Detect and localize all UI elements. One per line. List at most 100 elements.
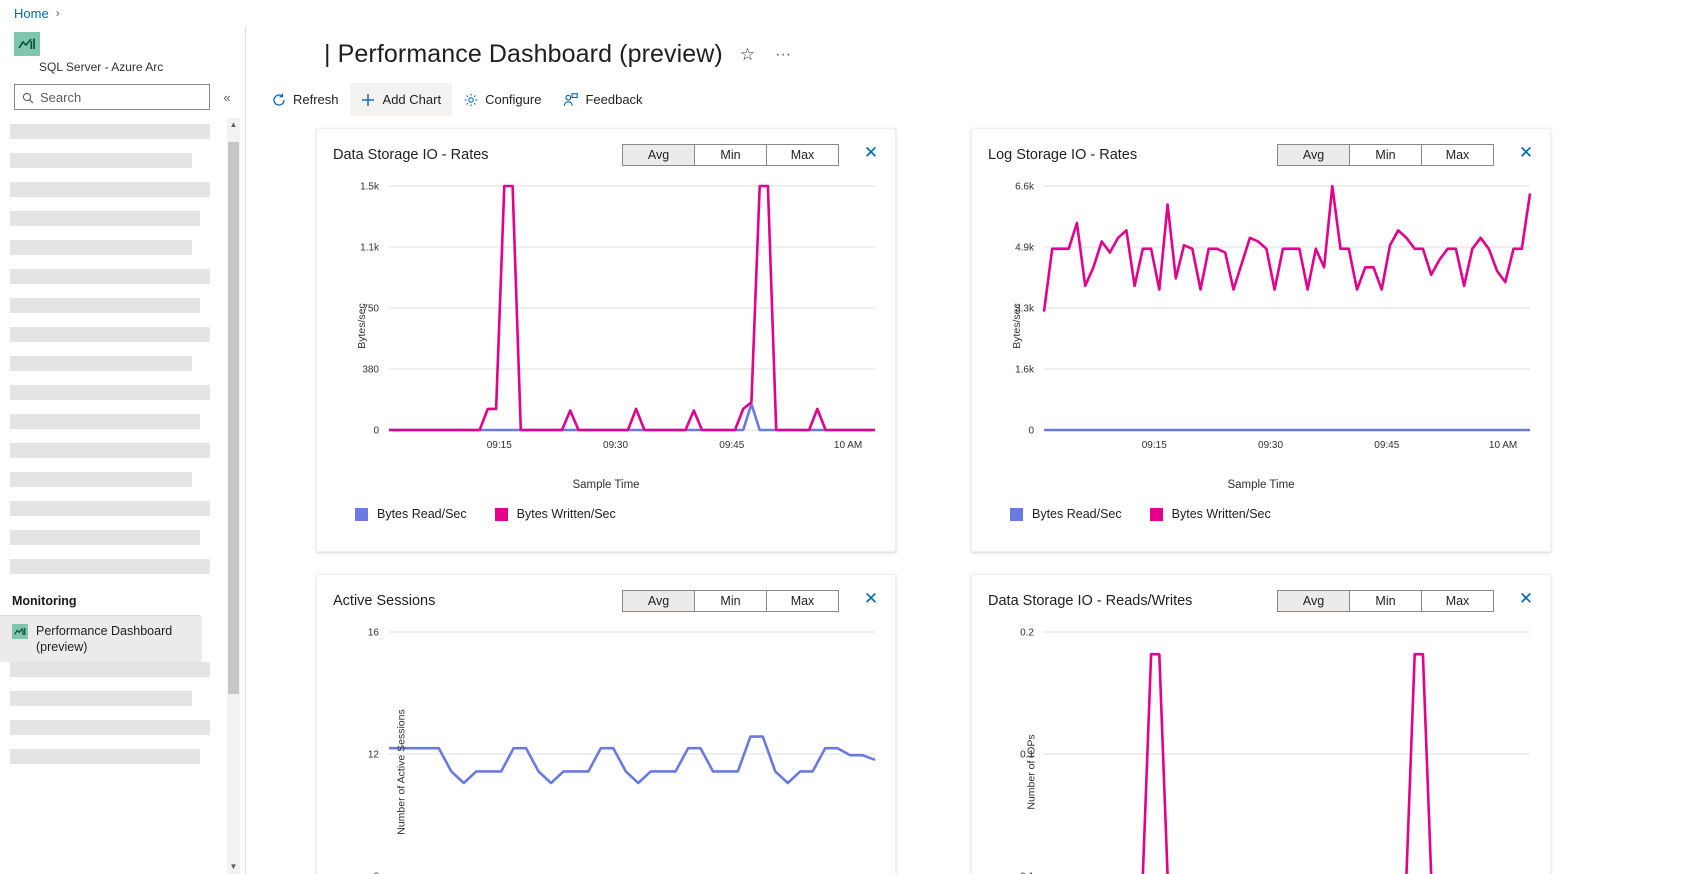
chart-title: Data Storage IO - Reads/Writes — [988, 592, 1193, 609]
performance-chart-icon — [14, 32, 40, 57]
breadcrumb: Home › — [0, 0, 1708, 26]
list-item-placeholder — [10, 691, 192, 707]
aggregation-max-button[interactable]: Max — [1421, 143, 1494, 166]
aggregation-max-button[interactable]: Max — [1421, 589, 1494, 612]
legend-item[interactable]: Bytes Read/Sec — [1010, 507, 1122, 521]
chart-title: Data Storage IO - Rates — [333, 146, 489, 163]
aggregation-min-button[interactable]: Min — [1349, 589, 1422, 612]
y-axis-tick-label: 4.9k — [1015, 243, 1035, 254]
legend-label: Bytes Written/Sec — [516, 507, 616, 522]
chart-legend: Bytes Read/Sec Bytes Written/Sec — [333, 507, 879, 521]
aggregation-max-button[interactable]: Max — [766, 589, 839, 612]
breadcrumb-separator-icon: › — [55, 6, 60, 21]
aggregation-avg-button[interactable]: Avg — [1277, 589, 1350, 612]
list-item-placeholder — [10, 182, 210, 198]
aggregation-min-button[interactable]: Min — [694, 589, 767, 612]
configure-button[interactable]: Configure — [452, 83, 552, 116]
chart-svg: 8 12 16 — [368, 628, 876, 874]
title-row: | Performance Dashboard (preview) ☆ ··· — [324, 40, 1708, 69]
aggregation-min-button[interactable]: Min — [694, 143, 767, 166]
legend-item[interactable]: Bytes Read/Sec — [355, 507, 467, 521]
legend-item[interactable]: Bytes Written/Sec — [494, 507, 616, 522]
chart-plot-area: 0 1.6k 3.3k 4.9k 6.6k 09:15 09:30 09:45 10 AM Byt… — [988, 176, 1534, 476]
legend-color-swatch — [1149, 507, 1163, 521]
star-icon[interactable]: ☆ — [737, 44, 758, 65]
x-axis-tick-label: 09:30 — [603, 440, 628, 451]
close-icon[interactable]: ✕ — [861, 589, 881, 609]
sidebar-menu-list: Monitoring Performance Dashboard (previe… — [0, 124, 246, 765]
chart-series-line — [1141, 653, 1433, 874]
feedback-person-icon — [563, 92, 579, 107]
chart-svg: 0.1 0.1 0.2 — [1020, 628, 1530, 874]
y-axis-tick-label: 0.1 — [1020, 750, 1034, 761]
chart-legend: Bytes Read/Sec Bytes Written/Sec — [988, 507, 1534, 521]
chart-plot-area: 8 12 16 Number of Active Sessions — [333, 622, 879, 874]
list-item-placeholder — [10, 269, 210, 285]
list-item-placeholder — [10, 298, 200, 314]
chart-svg: 0 380 750 1.1k 1.5k 09:15 09:30 09:45 10 AM — [360, 182, 875, 451]
x-axis-tick-label: 09:15 — [1142, 440, 1167, 451]
resource-sidebar: SQL Server - Azure Arc « — [0, 26, 246, 874]
y-axis-title: Bytes/sec — [355, 303, 368, 349]
sidebar-item-performance-dashboard[interactable]: Performance Dashboard (preview) — [0, 616, 202, 663]
y-axis-tick-label: 0 — [373, 426, 379, 437]
list-item-placeholder — [10, 414, 200, 430]
aggregation-avg-button[interactable]: Avg — [622, 143, 695, 166]
legend-label: Bytes Read/Sec — [1032, 507, 1122, 522]
refresh-icon — [271, 92, 286, 107]
aggregation-toggle-group: Avg Min Max — [1277, 589, 1494, 612]
search-box[interactable] — [14, 84, 210, 111]
y-axis-tick-label: 1.1k — [360, 243, 380, 254]
aggregation-avg-button[interactable]: Avg — [1277, 143, 1350, 166]
aggregation-toggle-group: Avg Min Max — [622, 589, 839, 612]
close-icon[interactable]: ✕ — [861, 143, 881, 163]
search-input[interactable] — [15, 85, 209, 110]
y-axis-tick-label: 750 — [362, 304, 379, 315]
feedback-label: Feedback — [585, 92, 643, 108]
collapse-sidebar-button[interactable]: « — [216, 86, 238, 108]
refresh-button[interactable]: Refresh — [260, 83, 350, 116]
close-icon[interactable]: ✕ — [1516, 143, 1536, 163]
breadcrumb-home[interactable]: Home — [14, 5, 49, 21]
chart-card-header: Data Storage IO - Rates Avg Min Max — [333, 143, 879, 166]
chart-title: Log Storage IO - Rates — [988, 146, 1138, 163]
page-header: | Performance Dashboard (preview) ☆ ··· — [246, 26, 1708, 69]
legend-label: Bytes Written/Sec — [1171, 507, 1271, 522]
list-item-placeholder — [10, 356, 192, 372]
close-icon[interactable]: ✕ — [1516, 589, 1536, 609]
list-item-placeholder — [10, 501, 210, 517]
y-axis-title: Number of Active Sessions — [395, 709, 408, 835]
chart-card-header: Active Sessions Avg Min Max — [333, 589, 879, 612]
chart-series-line — [1042, 184, 1532, 313]
legend-item[interactable]: Bytes Written/Sec — [1149, 507, 1271, 522]
ellipsis-icon[interactable]: ··· — [772, 45, 794, 65]
aggregation-avg-button[interactable]: Avg — [622, 589, 695, 612]
x-axis-tick-label: 10 AM — [1489, 440, 1517, 451]
scrollbar-thumb[interactable] — [228, 142, 239, 695]
chart-svg: 0 1.6k 3.3k 4.9k 6.6k 09:15 09:30 09:45 10 AM — [1015, 182, 1532, 451]
resource-header: SQL Server - Azure Arc — [0, 26, 246, 74]
list-item-placeholder — [10, 559, 210, 575]
chart-plot-area: 0 380 750 1.1k 1.5k 09:15 09:30 09:45 10 AM Bytes… — [333, 176, 879, 476]
add-chart-label: Add Chart — [382, 92, 442, 108]
legend-color-swatch — [355, 507, 368, 521]
list-item-placeholder — [10, 662, 210, 678]
list-item-placeholder — [10, 720, 210, 736]
page-title: | Performance Dashboard (preview) — [324, 40, 723, 69]
x-axis-tick-label: 09:45 — [1374, 440, 1399, 451]
aggregation-min-button[interactable]: Min — [1349, 143, 1422, 166]
y-axis-tick-label: 0.2 — [1020, 628, 1034, 639]
feedback-button[interactable]: Feedback — [552, 83, 653, 116]
sidebar-scrollbar[interactable]: ▲ ▼ — [227, 118, 240, 874]
aggregation-max-button[interactable]: Max — [766, 143, 839, 166]
aggregation-toggle-group: Avg Min Max — [622, 143, 839, 166]
scroll-up-arrow-icon[interactable]: ▲ — [229, 120, 238, 130]
sidebar-divider — [245, 26, 246, 874]
list-item-placeholder — [10, 240, 192, 256]
add-chart-button[interactable]: Add Chart — [349, 83, 453, 117]
list-item-placeholder — [10, 124, 210, 140]
scroll-down-arrow-icon[interactable]: ▼ — [229, 862, 238, 871]
chart-card-header: Log Storage IO - Rates Avg Min Max — [988, 143, 1534, 166]
